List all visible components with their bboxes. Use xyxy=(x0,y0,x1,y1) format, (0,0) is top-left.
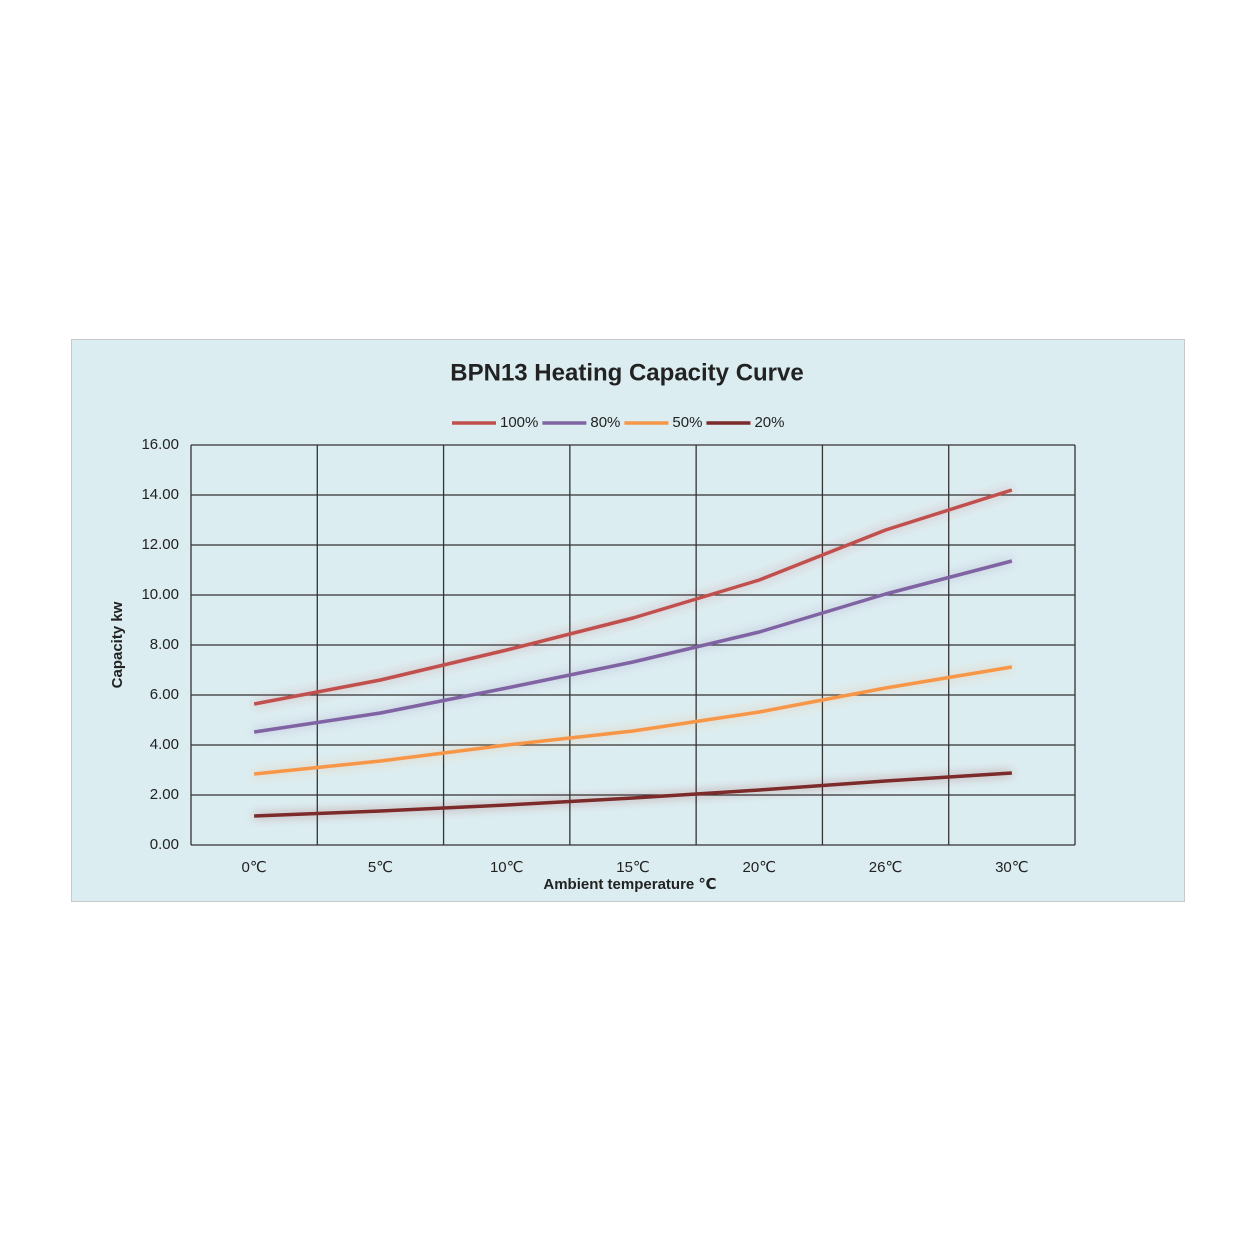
y-tick-label: 4.00 xyxy=(150,736,179,753)
series-line xyxy=(253,559,1013,734)
chart-title: BPN13 Heating Capacity Curve xyxy=(450,359,803,386)
x-tick-label: 5℃ xyxy=(368,859,393,876)
series-line xyxy=(253,665,1013,776)
legend-label: 50% xyxy=(672,414,702,431)
x-tick-label: 10℃ xyxy=(490,859,524,876)
y-tick-label: 10.00 xyxy=(141,586,179,603)
y-tick-label: 0.00 xyxy=(150,836,179,853)
y-tick-label: 12.00 xyxy=(141,536,179,553)
series-line xyxy=(254,771,1012,818)
y-tick-label: 6.00 xyxy=(150,686,179,703)
x-axis-title: Ambient temperature ℃ xyxy=(543,876,716,893)
x-tick-label: 26℃ xyxy=(869,859,903,876)
x-tick-label: 0℃ xyxy=(242,859,267,876)
y-tick-label: 8.00 xyxy=(150,636,179,653)
x-tick-label: 30℃ xyxy=(995,859,1029,876)
y-axis-title: Capacity kw xyxy=(109,601,126,688)
legend-label: 100% xyxy=(500,414,538,431)
x-tick-label: 20℃ xyxy=(743,859,777,876)
x-tick-label: 15℃ xyxy=(616,859,650,876)
series-line xyxy=(253,488,1013,706)
y-tick-label: 16.00 xyxy=(141,436,179,453)
y-tick-label: 2.00 xyxy=(150,786,179,803)
legend-label: 80% xyxy=(590,414,620,431)
legend-label: 20% xyxy=(754,414,784,431)
y-tick-label: 14.00 xyxy=(141,486,179,503)
